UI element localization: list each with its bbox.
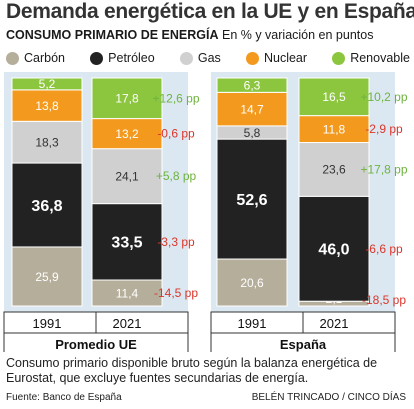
value-label: 25,9 [35,270,59,284]
bar-segment [91,77,163,120]
change-label: +10,2 pp [360,90,407,104]
value-label: 18,3 [35,136,59,150]
legend-label-carbon: Carbón [24,51,65,65]
group-label: España [280,337,327,352]
value-label: 33,5 [111,235,142,252]
bar-segment [298,77,370,117]
change-label: -6,6 pp [365,242,403,256]
bar-segment [11,77,83,91]
group-label: Promedio UE [55,337,137,352]
legend-label-renovable: Renovable [350,51,410,65]
change-label: -18,5 pp [362,293,406,307]
value-label: 16,5 [322,90,346,104]
credit-text: BELÉN TRINCADO / CINCO DÍAS [251,392,406,403]
change-label: +5,8 pp [156,169,197,183]
legend-item-gas: Gas [179,51,221,65]
value-label: 13,2 [115,127,139,141]
value-label: 5,2 [39,77,56,91]
value-label: 14,7 [240,102,264,116]
change-label: +12,6 pp [152,91,199,105]
bar-segment [91,279,163,307]
stacked-bar-chart: Promedio UE 25,9 36,8 18,3 13,8 5,2 1991 11,4 33… [3,72,408,352]
change-label: -2,9 pp [365,122,403,136]
bar-segment [298,195,370,302]
bar-segment [11,89,83,122]
legend-item-renovable: Renovable [332,51,410,65]
value-label: 52,6 [236,192,267,209]
bar-segment [11,162,83,248]
bar-segment [298,142,370,197]
bar-segment [216,91,288,127]
x-tick-label: 2021 [113,316,142,331]
subtitle-bold: CONSUMO PRIMARIO DE ENERGÍA [6,28,219,42]
bar-segment [91,203,163,281]
legend-label-nuclear: Nuclear [263,51,308,65]
legend-swatch-petroleo [90,51,104,65]
value-label: 11,8 [323,122,346,136]
change-label: -14,5 pp [154,286,198,300]
change-label: -3,3 pp [157,235,195,249]
legend-label-gas: Gas [197,51,221,65]
source-text: Fuente: Banco de España [6,392,122,403]
value-label: 36,8 [31,198,62,215]
change-label: +17,8 pp [360,162,407,176]
bar-segment [216,138,288,260]
value-label: 11,4 [116,286,139,300]
legend-label-petroleo: Petróleo [108,51,155,65]
legend-swatch-gas [179,51,193,65]
chart-note: Consumo primario disponible bruto según … [6,356,378,385]
chart-subtitle: CONSUMO PRIMARIO DE ENERGÍA En % y varia… [6,28,373,42]
legend-swatch-carbon [6,51,19,65]
legend-swatch-renovable [332,51,346,65]
legend-swatch-nuclear [245,51,259,65]
value-label: 23,6 [322,163,346,177]
bar-segment [216,258,288,307]
value-label: 24,1 [115,169,139,183]
legend-item-carbon: Carbón [6,51,65,65]
legend-item-petroleo: Petróleo [90,51,155,65]
value-label: 5,8 [244,126,261,140]
value-label: 6,3 [244,79,261,93]
value-label: 13,8 [35,99,59,113]
value-label: 20,6 [240,276,264,290]
chart-title: Demanda energética en la UE y en España [6,0,414,23]
change-label: -0,6 pp [157,127,195,141]
legend: Carbón Petróleo Gas Nuclear Renovable [6,49,410,67]
value-label: 46,0 [318,242,349,259]
bar-segment [91,148,163,205]
subtitle-rest: En % y variación en puntos [218,28,374,42]
x-tick-label: 1991 [33,316,62,331]
bar-segment [216,77,288,93]
x-tick-label: 1991 [238,316,267,331]
x-tick-label: 2021 [320,316,349,331]
value-label: 17,8 [115,92,139,106]
legend-item-nuclear: Nuclear [245,51,308,65]
bar-segment [11,246,83,307]
